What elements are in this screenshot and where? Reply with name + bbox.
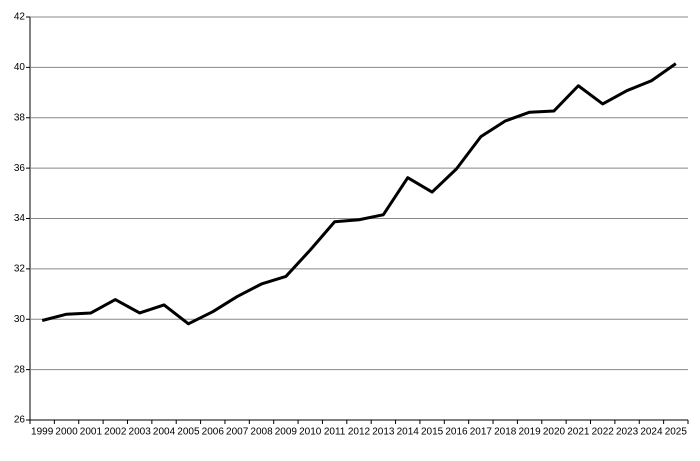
x-tick-label: 2010 (299, 427, 322, 438)
x-tick-label: 2019 (518, 427, 541, 438)
x-tick-label: 2014 (397, 427, 420, 438)
y-tick-label: 28 (14, 364, 26, 375)
x-tick-label: 2003 (129, 427, 152, 438)
y-tick-label: 36 (14, 163, 26, 174)
x-tick-label: 2011 (324, 427, 346, 438)
x-tick-label: 2007 (226, 427, 249, 438)
x-tick-label: 2025 (665, 427, 688, 438)
data-line (41, 62, 677, 326)
y-tick-label: 34 (14, 213, 26, 224)
x-tick-label: 2016 (445, 427, 468, 438)
x-tick-label: 2000 (55, 427, 78, 438)
y-tick-label: 26 (14, 415, 26, 426)
x-tick-label: 1999 (31, 427, 54, 438)
x-tick-label: 2024 (640, 427, 663, 438)
x-tick-label: 2005 (177, 427, 200, 438)
y-tick-label: 30 (14, 314, 26, 325)
x-tick-label: 2004 (153, 427, 176, 438)
x-tick-label: 2008 (250, 427, 273, 438)
x-tick-label: 2009 (275, 427, 298, 438)
y-tick-label: 42 (14, 12, 26, 23)
y-tick-label: 38 (14, 112, 26, 123)
x-tick-label: 2006 (202, 427, 225, 438)
x-tick-label: 2017 (470, 427, 493, 438)
y-tick-label: 40 (14, 62, 26, 73)
x-tick-label: 2022 (592, 427, 615, 438)
x-tick-label: 2001 (80, 427, 103, 438)
x-tick-label: 2023 (616, 427, 639, 438)
x-tick-label: 2015 (421, 427, 444, 438)
x-tick-label: 2002 (104, 427, 127, 438)
x-tick-label: 2021 (567, 427, 590, 438)
x-tick-label: 2013 (372, 427, 395, 438)
y-tick-label: 32 (14, 264, 26, 275)
x-tick-label: 2018 (494, 427, 517, 438)
x-tick-label: 2012 (348, 427, 371, 438)
x-tick-label: 2020 (543, 427, 566, 438)
